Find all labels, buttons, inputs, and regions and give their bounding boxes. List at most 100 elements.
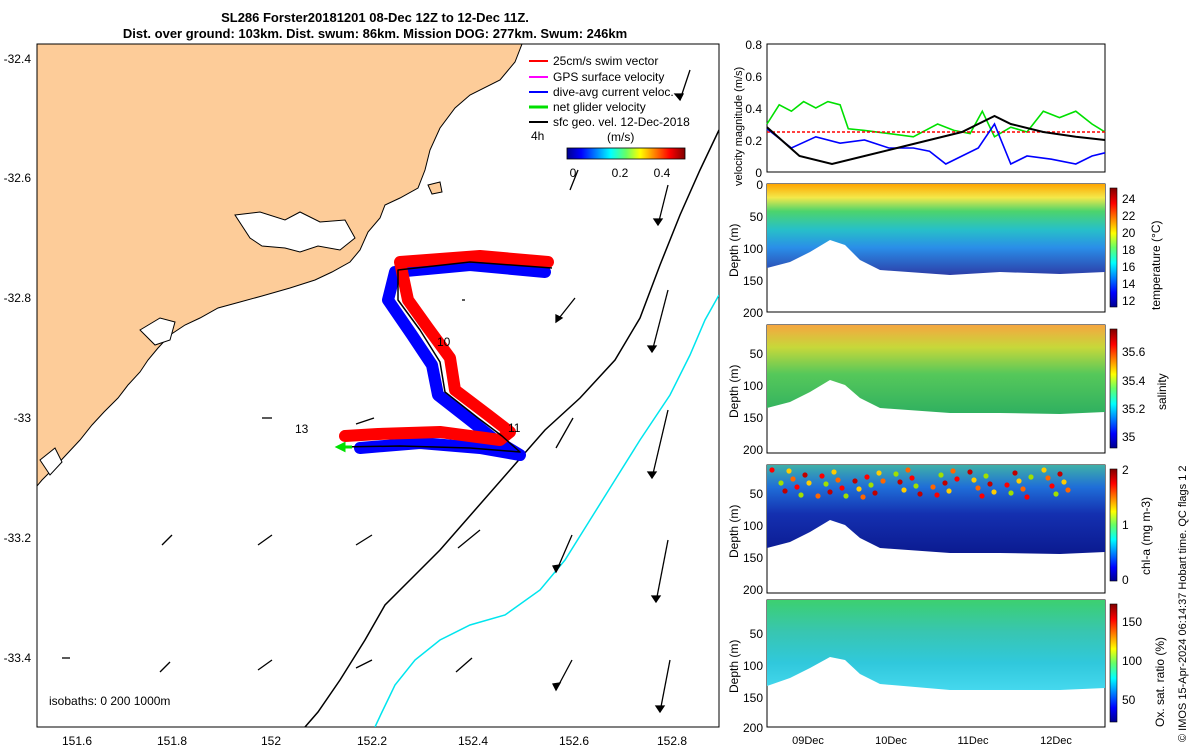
sal-ctick-3: 35.2	[1122, 402, 1146, 416]
chl-ytick-1: 50	[750, 487, 764, 501]
sal-cbar	[1109, 328, 1118, 449]
lake-outline-3	[39, 447, 63, 476]
colorbar-tick-0: 0	[570, 166, 577, 180]
legend-swim-vector: 25cm/s swim vector	[553, 54, 658, 68]
ox-ytick-4: 200	[743, 721, 763, 735]
chlorophyll-maximum-dots	[769, 467, 1071, 500]
legend-current-velocity: dive-avg current veloc.	[553, 85, 674, 99]
legend-gps-velocity: GPS surface velocity	[553, 70, 664, 84]
chl-dot	[868, 482, 874, 488]
chl-dot	[1065, 487, 1071, 493]
map-x-axis: 151.6 151.8 152 152.2 152.4 152.6 152.8	[62, 734, 687, 748]
chl-dot	[806, 480, 812, 486]
sal-cbar-label: salinity	[1155, 373, 1169, 410]
chl-dot	[815, 493, 821, 499]
chl-dot	[917, 491, 923, 497]
chl-dot	[819, 473, 825, 479]
map-xtick-1: 151.6	[62, 734, 92, 748]
temp-ytick-2: 50	[750, 210, 764, 224]
velocity-series-line-3	[766, 114, 1106, 166]
temp-ctick-7: 12	[1122, 294, 1136, 308]
chl-dot	[876, 470, 882, 476]
chl-ylabel: Depth (m)	[727, 505, 741, 558]
chl-dot	[971, 477, 977, 483]
temp-ctick-2: 22	[1122, 209, 1136, 223]
chl-dot	[790, 476, 796, 482]
salinity-colorbar: 35.6 35.4 35.2 35 salinity	[1109, 328, 1169, 449]
chl-dot	[839, 485, 845, 491]
chl-dot	[1016, 478, 1022, 484]
chl-dot	[827, 489, 833, 495]
map-xtick-4: 152.2	[357, 734, 387, 748]
chl-dot	[975, 485, 981, 491]
chl-dot	[872, 490, 878, 496]
velocity-series-group	[766, 100, 1106, 166]
net-velocity-arrow	[334, 441, 352, 453]
chl-dot	[991, 489, 997, 495]
chl-dot	[909, 475, 915, 481]
temp-ytick-1: 0	[756, 178, 763, 192]
chl-dot	[1045, 475, 1051, 481]
map-ytick-2: -32.6	[4, 171, 32, 185]
lake-outline-2	[139, 317, 176, 346]
chl-dot	[1053, 491, 1059, 497]
temp-ctick-6: 14	[1122, 277, 1136, 291]
swim-vector-band	[339, 250, 554, 446]
chl-dot	[769, 467, 775, 473]
velocity-frame	[766, 43, 1106, 173]
time-label: 4h	[531, 129, 544, 143]
map-ytick-4: -33	[14, 411, 32, 425]
vel-ytick-1: 0.8	[745, 38, 762, 52]
sal-ylabel: Depth (m)	[727, 365, 741, 418]
map-xtick-7: 152.8	[657, 734, 687, 748]
ox-ytick-3: 150	[743, 691, 763, 705]
chl-ctick-3: 0	[1122, 573, 1129, 587]
temp-ctick-4: 18	[1122, 243, 1136, 257]
chl-dot	[1057, 471, 1063, 477]
oxygen-section	[767, 600, 1105, 690]
map-panel: 10 11 13 25cm/s swim vector GPS surface …	[4, 43, 720, 748]
ox-ctick-1: 150	[1122, 615, 1142, 629]
temp-ytick-5: 200	[743, 306, 763, 320]
map-legend: 25cm/s swim vector GPS surface velocity …	[529, 54, 690, 180]
chl-ctick-2: 1	[1122, 518, 1129, 532]
sal-ytick-4: 200	[743, 443, 763, 457]
chl-dot	[942, 480, 948, 486]
current-arrow-field	[62, 69, 691, 714]
chl-dot	[1049, 483, 1055, 489]
ox-ctick-3: 50	[1122, 693, 1136, 707]
chl-dot	[880, 478, 886, 484]
temp-ylabel: Depth (m)	[727, 224, 741, 277]
salinity-section	[767, 325, 1105, 414]
temperature-panel: 24 22 20 18 16 14 12 temperature (°C) 0 …	[727, 178, 1163, 320]
chl-dot	[782, 488, 788, 494]
temp-cbar	[1109, 187, 1118, 308]
waypoint-label-11: 11	[508, 421, 521, 435]
chl-dot	[798, 492, 804, 498]
map-ytick-1: -32.4	[4, 52, 32, 66]
oxygen-panel: 150 100 50 Ox. sat. ratio (%) 50 100 150…	[727, 599, 1167, 747]
velocity-series-line-2	[766, 122, 1106, 166]
map-xtick-5: 152.4	[458, 734, 488, 748]
colorbar-unit: (m/s)	[607, 130, 634, 144]
chl-dot	[954, 476, 960, 482]
chl-dot	[1024, 494, 1030, 500]
temp-ytick-4: 150	[743, 274, 763, 288]
ox-cbar	[1109, 603, 1118, 723]
ox-ctick-2: 100	[1122, 654, 1142, 668]
map-ytick-6: -33.4	[4, 651, 32, 665]
vel-ytick-5: 0	[755, 166, 762, 180]
chl-dot	[930, 484, 936, 490]
glider-track-line	[339, 261, 553, 453]
chl-dot	[823, 481, 829, 487]
chl-dot	[987, 481, 993, 487]
chl-dot	[1041, 467, 1047, 473]
chl-dot	[856, 486, 862, 492]
chl-dot	[946, 488, 952, 494]
small-island	[427, 181, 443, 195]
time-xtick-1: 09Dec	[792, 735, 824, 747]
ox-cbar-label: Ox. sat. ratio (%)	[1153, 637, 1167, 727]
temperature-section	[767, 184, 1105, 275]
colorbar-tick-1: 0.2	[612, 166, 629, 180]
dive-avg-current-band	[354, 259, 551, 461]
